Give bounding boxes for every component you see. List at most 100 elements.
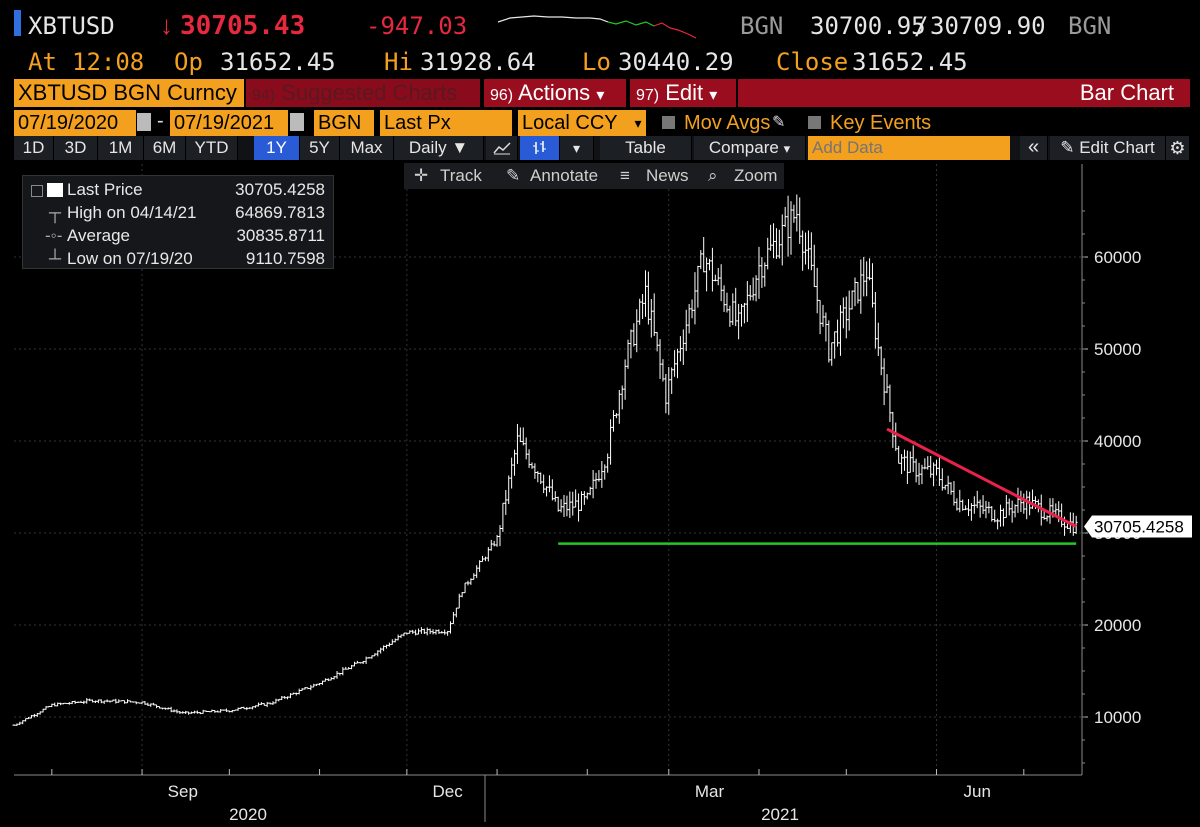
date-separator: - [157, 110, 164, 132]
suggested-label: Suggested Charts [281, 80, 458, 105]
resistance-line [886, 427, 1077, 528]
frequency-select[interactable]: Daily ▼ [394, 136, 484, 160]
mov-avgs-label: Mov Avgs [684, 112, 771, 134]
ask-price: 30709.90 [930, 12, 1046, 40]
period-1d[interactable]: 1D [14, 136, 54, 160]
ticker-marker [14, 10, 21, 36]
high-marker-icon: ┬ [49, 203, 62, 222]
y-tick-label: 10000 [1094, 708, 1141, 727]
suggested-charts-button[interactable]: 94) Suggested Charts [246, 79, 480, 107]
crosshair-icon[interactable]: ✛ [414, 166, 429, 185]
y-tick-label: 20000 [1094, 616, 1141, 635]
edit-label: Edit [665, 80, 704, 105]
actions-chevron-down-icon: ▾ [596, 87, 605, 104]
mov-avgs-checkbox[interactable] [662, 116, 675, 129]
start-date-input[interactable]: 07/19/2020 [14, 110, 136, 136]
field-input[interactable]: Last Px [380, 110, 512, 136]
last-price-tag [1084, 515, 1192, 538]
period-3d[interactable]: 3D [54, 136, 98, 160]
open-label: Op [174, 48, 203, 76]
period-5y[interactable]: 5Y [300, 136, 340, 160]
intraday-sparkline [497, 15, 697, 39]
at-label: At [28, 48, 57, 76]
bid-ask-separator: / [914, 12, 929, 40]
start-calendar-icon[interactable] [137, 113, 151, 131]
gear-icon[interactable]: ⚙ [1166, 136, 1190, 160]
period-ytd[interactable]: YTD [186, 136, 238, 160]
currency-select[interactable]: Local CCY [518, 110, 630, 136]
line-chart-icon[interactable] [486, 136, 518, 160]
open-value: 31652.45 [220, 48, 336, 76]
y-tick-label: 60000 [1094, 248, 1141, 267]
add-data-input[interactable] [808, 136, 1010, 160]
key-events-checkbox[interactable] [808, 116, 821, 129]
legend-value: 30835.8711 [236, 226, 325, 245]
close-label: Close [776, 48, 849, 76]
down-arrow-icon: ↓ [160, 10, 173, 40]
edit-chevron-down-icon: ▾ [709, 87, 718, 104]
period-1m[interactable]: 1M [98, 136, 144, 160]
high-label: Hi [384, 48, 413, 76]
annotate-pencil-icon[interactable]: ✎ [506, 166, 521, 185]
year-label: 2020 [229, 805, 267, 824]
news-button[interactable]: News [646, 166, 689, 185]
ticker-symbol: XBTUSD [28, 12, 115, 40]
y-tick-label: 40000 [1094, 432, 1141, 451]
security-field[interactable]: XBTUSD BGN Curncy [14, 79, 244, 107]
legend-value: 9110.7598 [245, 249, 325, 268]
bid-source: BGN [740, 12, 784, 40]
legend-row-high: ┬ High on 04/14/21 64869.7813 [23, 202, 333, 224]
edit-chart-button[interactable]: ✎ Edit Chart [1050, 136, 1166, 160]
low-value: 30440.29 [618, 48, 734, 76]
legend-label: Last Price [67, 180, 143, 199]
low-marker-icon: ┴ [49, 249, 62, 268]
period-max[interactable]: Max [340, 136, 394, 160]
x-tick-label: Dec [432, 782, 463, 801]
currency-chevron-down-icon[interactable]: ▾ [630, 110, 646, 136]
actions-label: Actions [518, 80, 591, 105]
period-1y[interactable]: 1Y [254, 136, 300, 160]
actions-num: 96) [490, 87, 514, 104]
legend-swatch-icon [47, 183, 63, 197]
quote-stats: At 12:08 Op 31652.45 Hi 31928.64 Lo 3044… [0, 46, 1200, 76]
source-input[interactable]: BGN [314, 110, 374, 136]
year-label: 2021 [761, 805, 799, 824]
edit-num: 97) [636, 87, 660, 104]
legend-value: 64869.7813 [235, 203, 325, 222]
end-date-input[interactable]: 07/19/2021 [170, 110, 288, 136]
zoom-magnifier-icon[interactable]: ⌕ [708, 166, 718, 185]
last-price: 30705.43 [180, 11, 306, 41]
edit-chart-label: Edit Chart [1079, 138, 1155, 157]
ask-source: BGN [1068, 12, 1112, 40]
collapse-icon[interactable]: « [1020, 136, 1048, 160]
track-button[interactable]: Track [440, 166, 482, 185]
period-6m[interactable]: 6M [144, 136, 186, 160]
key-events-label: Key Events [830, 112, 932, 134]
chart-style-chevron-down-icon[interactable]: ▾ [560, 136, 594, 160]
actions-menu[interactable]: 96) Actions ▾ [484, 79, 626, 107]
legend-row-low: ┴ Low on 07/19/20 9110.7598 [23, 248, 333, 270]
legend-value: 30705.4258 [235, 180, 325, 199]
compare-menu[interactable]: Compare ▾ [694, 136, 806, 160]
zoom-button[interactable]: Zoom [734, 166, 778, 185]
legend-label: Average [67, 226, 131, 245]
pencil-icon[interactable]: ✎ [772, 114, 786, 131]
table-button[interactable]: Table [600, 136, 692, 160]
close-value: 31652.45 [852, 48, 968, 76]
news-list-icon[interactable]: ≡ [620, 166, 630, 185]
low-label: Lo [582, 48, 611, 76]
chart-tools-bar: ✛ Track ✎ Annotate ≡ News ⌕ Zoom [404, 163, 784, 189]
edit-menu[interactable]: 97) Edit ▾ [630, 79, 736, 107]
annotate-button[interactable]: Annotate [530, 166, 599, 185]
legend-label: High on 04/14/21 [67, 203, 197, 222]
legend-label: Low on 07/19/20 [67, 249, 193, 268]
last-price-tag-label: 30705.4258 [1094, 518, 1184, 537]
x-tick-label: Sep [168, 782, 198, 801]
edit-chart-pencil-icon: ✎ [1060, 138, 1075, 157]
at-time: 12:08 [72, 48, 145, 76]
end-calendar-icon[interactable] [290, 113, 304, 131]
bid-price: 30700.95 [810, 12, 926, 40]
bar-chart-icon[interactable] [520, 136, 560, 160]
legend-expand-icon[interactable] [31, 185, 43, 197]
